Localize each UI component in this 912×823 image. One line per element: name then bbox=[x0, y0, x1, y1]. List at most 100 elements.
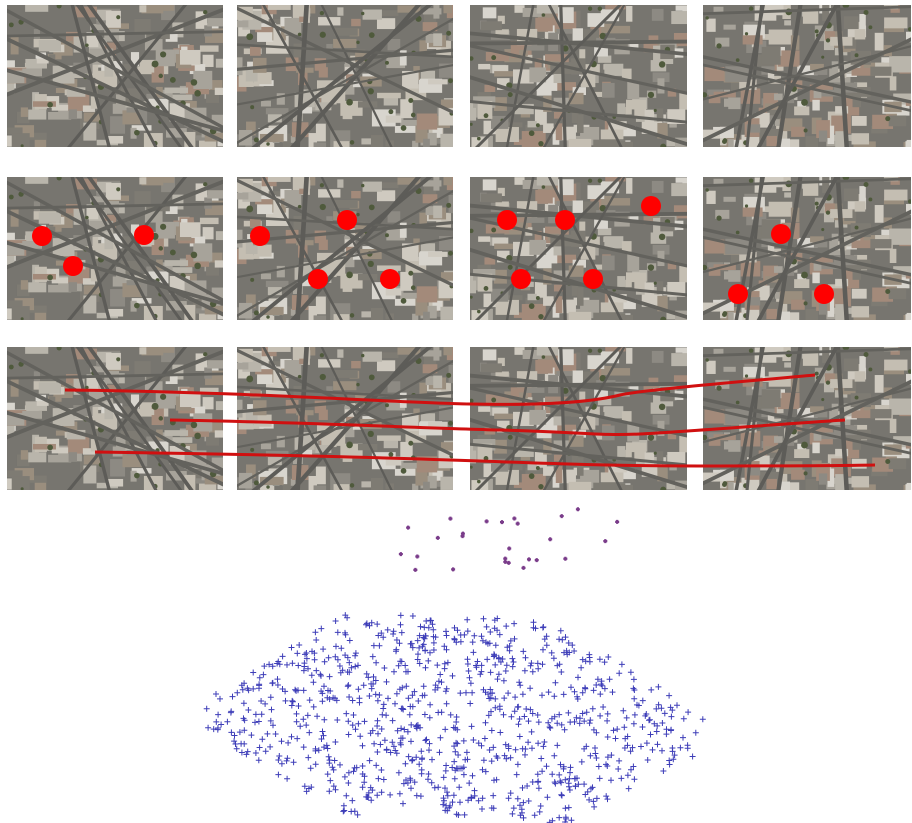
building bbox=[528, 121, 537, 127]
building bbox=[784, 362, 791, 367]
tree bbox=[508, 92, 513, 97]
building bbox=[215, 260, 236, 267]
building bbox=[440, 134, 462, 147]
building bbox=[134, 19, 150, 33]
building bbox=[139, 347, 146, 354]
building bbox=[723, 367, 735, 372]
building bbox=[622, 241, 632, 252]
building bbox=[417, 114, 437, 130]
tree bbox=[855, 226, 859, 230]
tree bbox=[723, 481, 728, 486]
tree bbox=[660, 317, 666, 323]
tree bbox=[716, 43, 721, 48]
tree bbox=[9, 195, 14, 200]
building bbox=[25, 345, 48, 354]
camera-point bbox=[576, 507, 580, 511]
building bbox=[569, 312, 592, 323]
camera-point bbox=[507, 546, 511, 550]
building bbox=[268, 1, 291, 9]
tree bbox=[368, 431, 374, 437]
building bbox=[889, 228, 911, 244]
tree bbox=[194, 433, 201, 440]
tree bbox=[648, 434, 654, 440]
tree bbox=[801, 272, 808, 279]
camera-point bbox=[500, 520, 504, 524]
building bbox=[766, 309, 777, 319]
tree bbox=[369, 32, 375, 38]
building bbox=[617, 103, 625, 114]
building bbox=[604, 406, 623, 418]
tree bbox=[361, 184, 364, 187]
tree bbox=[538, 314, 543, 319]
building bbox=[377, 435, 401, 440]
building bbox=[774, 266, 783, 273]
building bbox=[12, 306, 30, 322]
building bbox=[806, 136, 819, 151]
tree bbox=[320, 183, 324, 187]
tree bbox=[361, 12, 364, 15]
tree bbox=[821, 228, 824, 231]
building bbox=[791, 470, 805, 480]
building bbox=[602, 83, 615, 98]
image-content bbox=[465, 0, 698, 160]
tree bbox=[116, 357, 120, 361]
building bbox=[789, 139, 800, 154]
tree bbox=[134, 130, 140, 136]
tree bbox=[191, 422, 198, 429]
tree bbox=[401, 468, 407, 474]
building bbox=[844, 188, 859, 201]
image-content bbox=[232, 0, 467, 160]
building bbox=[12, 476, 30, 492]
building bbox=[789, 312, 800, 327]
building bbox=[428, 252, 448, 257]
tree bbox=[855, 53, 859, 57]
page: (() => { const data = JSON.parse(documen… bbox=[0, 0, 912, 823]
figure bbox=[0, 0, 912, 823]
tree bbox=[659, 61, 666, 68]
building bbox=[236, 400, 243, 418]
tree bbox=[542, 355, 546, 359]
tree bbox=[477, 137, 481, 141]
camera-point bbox=[522, 566, 526, 570]
tree bbox=[654, 109, 657, 112]
tree bbox=[736, 401, 740, 405]
tree bbox=[368, 88, 374, 94]
tree bbox=[749, 178, 754, 183]
tree bbox=[868, 198, 872, 202]
tree bbox=[134, 303, 140, 309]
tree bbox=[868, 368, 872, 372]
tree bbox=[588, 7, 592, 11]
tree bbox=[491, 398, 496, 403]
building bbox=[48, 112, 71, 120]
building bbox=[377, 18, 395, 29]
building bbox=[443, 4, 452, 14]
tree bbox=[250, 105, 254, 109]
building bbox=[371, 135, 383, 149]
building bbox=[69, 109, 77, 119]
building bbox=[819, 303, 827, 314]
building bbox=[334, 200, 358, 208]
tree bbox=[508, 265, 513, 270]
tree bbox=[801, 99, 808, 106]
building bbox=[483, 179, 497, 190]
building bbox=[723, 25, 735, 30]
tree bbox=[408, 441, 413, 446]
tree bbox=[723, 311, 728, 316]
building bbox=[528, 294, 537, 300]
tree bbox=[529, 473, 535, 479]
building bbox=[193, 243, 212, 261]
building bbox=[193, 413, 212, 431]
building bbox=[905, 314, 912, 325]
tree bbox=[598, 348, 602, 352]
building bbox=[156, 222, 175, 239]
tree bbox=[864, 352, 869, 357]
building bbox=[268, 343, 291, 351]
building bbox=[626, 6, 632, 22]
building bbox=[358, 274, 377, 280]
tree bbox=[191, 252, 198, 259]
building bbox=[351, 19, 361, 26]
building bbox=[831, 458, 851, 476]
building bbox=[569, 139, 592, 150]
tree bbox=[388, 109, 393, 114]
building bbox=[48, 455, 71, 463]
